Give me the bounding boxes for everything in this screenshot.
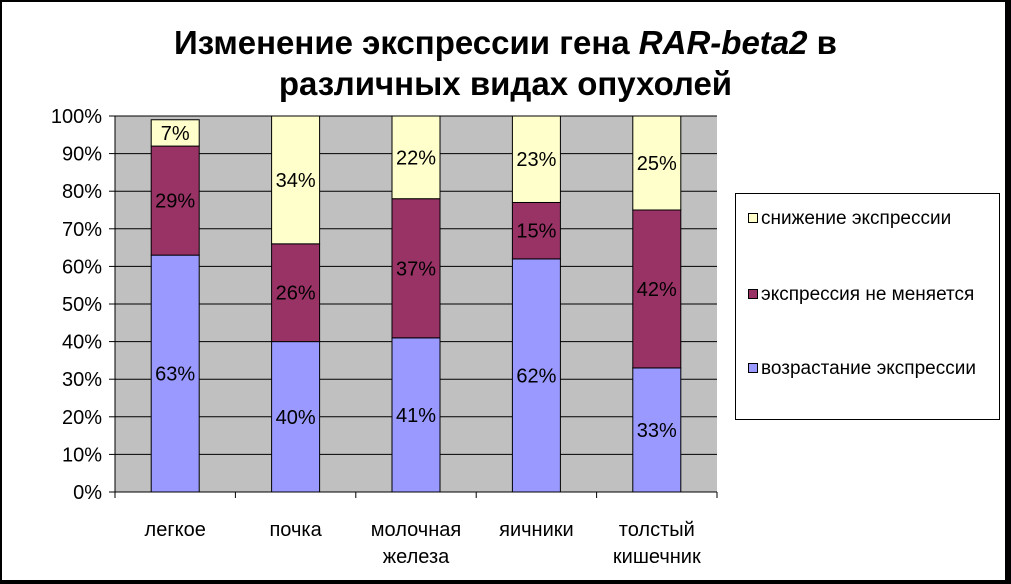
y-tick-label: 100% <box>51 106 102 128</box>
bar-segment <box>511 115 561 203</box>
title-gene-name: RAR-beta2 <box>638 24 808 61</box>
data-label: 37% <box>396 258 436 280</box>
data-label: 62% <box>516 365 556 387</box>
title-line-1: Изменение экспрессии гена RAR-beta2 в <box>0 22 1011 63</box>
title-line-1-pre: Изменение экспрессии гена <box>174 24 639 61</box>
bar-segment <box>511 258 561 493</box>
y-tick-label: 90% <box>62 144 102 166</box>
data-label: 7% <box>161 123 190 145</box>
data-label: 42% <box>637 279 677 301</box>
y-tick-label: 70% <box>62 219 102 241</box>
data-label: 23% <box>516 149 556 171</box>
bar-segment <box>391 115 441 200</box>
x-tick-label: почка <box>269 519 322 541</box>
legend-label-increase: возрастание экспрессии <box>761 358 976 379</box>
bar-segment <box>632 367 682 493</box>
data-label: 15% <box>516 221 556 243</box>
legend-swatch-decrease <box>748 213 758 223</box>
x-tick-label: железа <box>383 546 450 568</box>
bar-segment <box>391 337 441 493</box>
bar-segment <box>271 115 321 245</box>
chart-legend: снижение экспрессии экспрессия не меняет… <box>735 193 1000 420</box>
y-tick-label: 0% <box>73 482 102 504</box>
x-tick-label: молочная <box>371 519 461 541</box>
data-label: 63% <box>155 364 195 386</box>
x-tick-label: легкое <box>145 519 206 541</box>
title-line-1-post: в <box>807 24 837 61</box>
data-label: 33% <box>637 420 677 442</box>
bar-segment <box>391 198 441 339</box>
data-label: 25% <box>637 153 677 175</box>
legend-swatch-no-change <box>748 289 758 299</box>
data-label: 40% <box>276 407 316 429</box>
bar-segment <box>150 145 200 256</box>
title-line-2: различных видах опухолей <box>278 65 733 102</box>
x-tick-label: толстый <box>619 519 695 541</box>
data-label: 29% <box>155 191 195 213</box>
legend-swatch-increase <box>748 363 758 373</box>
y-tick-label: 30% <box>62 369 102 391</box>
x-tick-label: кишечник <box>613 546 701 568</box>
bar-segment <box>632 209 682 369</box>
y-tick-label: 50% <box>62 294 102 316</box>
y-tick-label: 40% <box>62 332 102 354</box>
legend-label-decrease: снижение экспрессии <box>761 208 952 229</box>
data-label: 26% <box>276 283 316 305</box>
bar-segment <box>632 115 682 211</box>
data-label: 22% <box>396 147 436 169</box>
x-tick-label: яичники <box>499 519 574 541</box>
chart-title: Изменение экспрессии гена RAR-beta2 в ра… <box>0 22 1011 104</box>
bar-segment <box>271 341 321 493</box>
bar-segment <box>150 119 200 147</box>
y-tick-label: 10% <box>62 444 102 466</box>
y-tick-label: 80% <box>62 181 102 203</box>
legend-label-no-change: экспрессия не меняется <box>761 284 975 305</box>
y-tick-label: 60% <box>62 256 102 278</box>
y-tick-label: 20% <box>62 407 102 429</box>
data-label: 41% <box>396 405 436 427</box>
bar-segment <box>150 254 200 493</box>
data-label: 34% <box>276 170 316 192</box>
bar-segment <box>511 201 561 260</box>
